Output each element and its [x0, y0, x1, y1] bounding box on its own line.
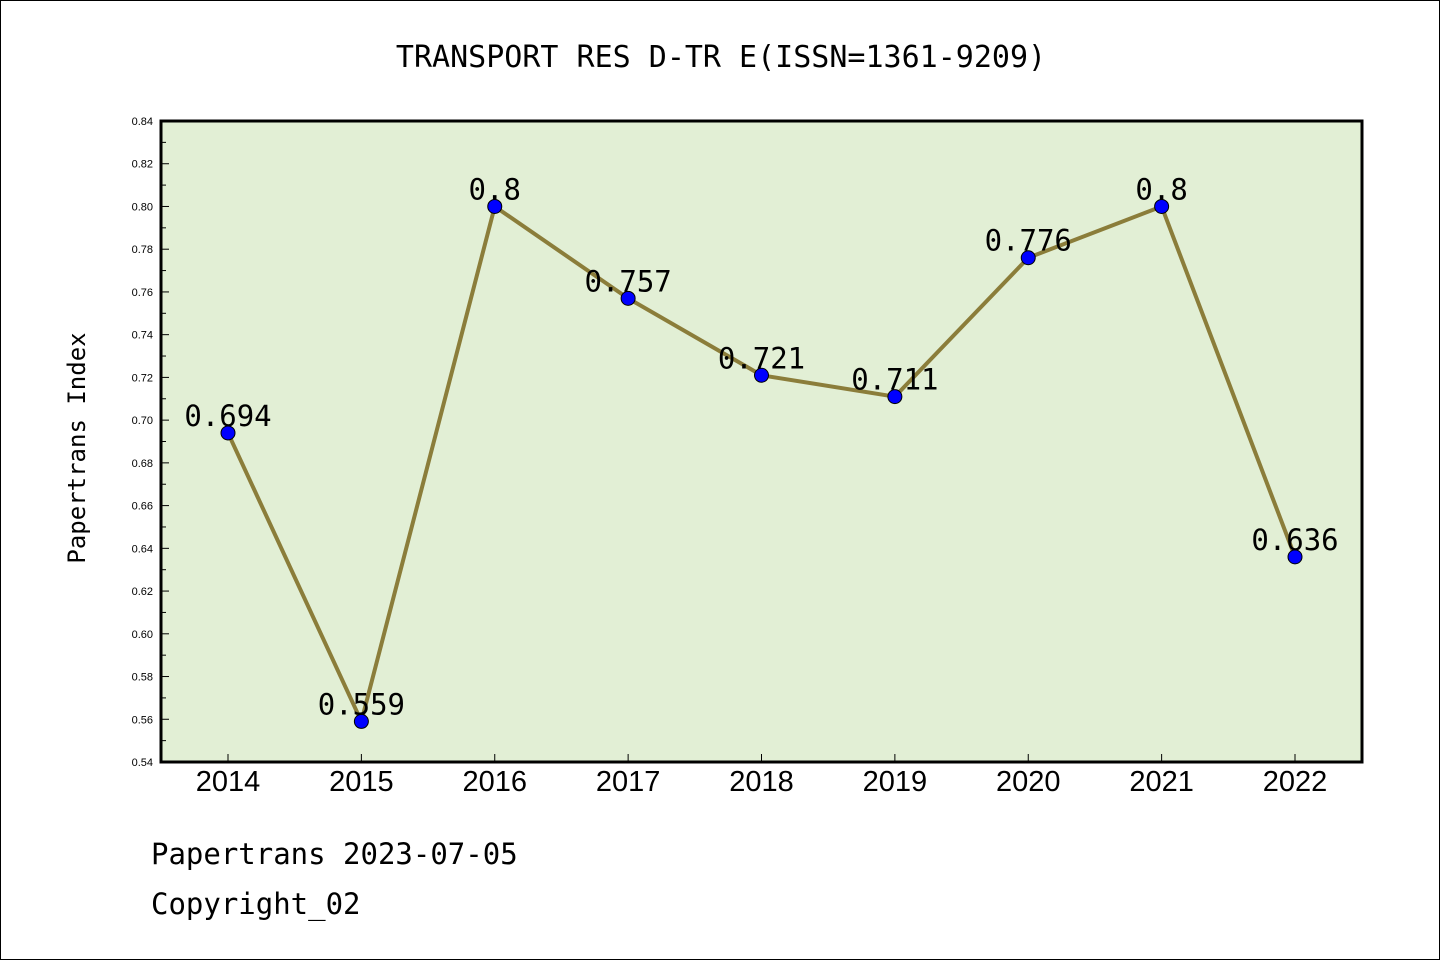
marker-group — [220, 198, 1303, 729]
y-tick-label: 0.64 — [132, 543, 153, 555]
data-point — [353, 713, 369, 729]
y-tick-label: 0.66 — [132, 501, 153, 513]
x-tick-label: 2020 — [996, 766, 1061, 798]
plot-area — [159, 119, 1364, 764]
data-label: 0.721 — [718, 341, 805, 375]
x-tick-label: 2016 — [462, 766, 527, 798]
y-tick-label: 0.82 — [132, 159, 153, 171]
y-axis: 0.54 0.56 0.58 0.60 0.62 0.64 0.66 0.68 0.70 0.72… — [132, 116, 169, 769]
data-point — [754, 367, 769, 383]
x-axis: 2014 2015 2016 2017 2018 2019 2020 2021 2022 — [196, 754, 1328, 798]
y-tick-label: 0.56 — [132, 714, 153, 726]
y-tick-label: 0.70 — [132, 415, 153, 427]
data-label: 0.636 — [1251, 523, 1338, 557]
y-tick-label: 0.74 — [132, 330, 153, 342]
x-tick-label: 2019 — [863, 766, 928, 798]
chart-title: TRANSPORT RES D-TR E(ISSN=1361-9209) — [396, 40, 1046, 75]
x-tick-label: 2021 — [1129, 766, 1194, 798]
x-tick-label: 2018 — [729, 766, 794, 798]
data-label: 0.694 — [184, 399, 271, 433]
y-tick-label: 0.54 — [132, 757, 153, 769]
data-label: 0.559 — [318, 687, 405, 721]
footer-date: Papertrans 2023-07-05 — [151, 837, 518, 871]
y-tick-label: 0.80 — [132, 201, 153, 213]
x-tick-label: 2017 — [596, 766, 661, 798]
data-point — [1020, 250, 1036, 266]
data-label: 0.757 — [584, 264, 671, 298]
y-tick-label: 0.84 — [132, 116, 153, 128]
data-label: 0.711 — [851, 363, 938, 397]
data-point — [887, 389, 903, 405]
data-point — [620, 290, 636, 306]
y-tick-label: 0.58 — [132, 672, 153, 684]
data-label: 0.776 — [985, 224, 1072, 258]
x-tick-label: 2015 — [329, 766, 394, 798]
y-tick-label: 0.76 — [132, 287, 153, 299]
x-tick-label: 2022 — [1263, 766, 1328, 798]
data-label: 0.8 — [469, 172, 521, 206]
data-point — [487, 198, 503, 214]
data-label-group: 0.694 0.559 0.8 0.757 0.721 0.711 0.776 0.8 0.63… — [184, 172, 1338, 721]
data-point — [220, 425, 236, 441]
y-axis-label: Papertrans Index — [63, 332, 91, 563]
x-tick-label: 2014 — [196, 766, 261, 798]
data-point — [1287, 549, 1303, 565]
y-tick-label: 0.62 — [132, 586, 153, 598]
data-label: 0.8 — [1135, 172, 1187, 206]
data-point — [1154, 198, 1170, 214]
y-tick-label: 0.60 — [132, 629, 153, 641]
y-tick-label: 0.72 — [132, 372, 153, 384]
y-tick-label: 0.68 — [132, 458, 153, 470]
y-tick-label: 0.78 — [132, 244, 153, 256]
footer-copyright: Copyright_02 — [151, 887, 361, 921]
